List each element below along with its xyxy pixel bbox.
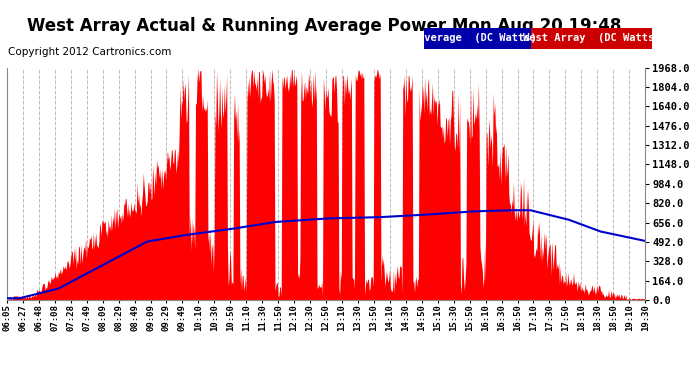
Text: Copyright 2012 Cartronics.com: Copyright 2012 Cartronics.com <box>8 47 172 57</box>
Text: Average  (DC Watts): Average (DC Watts) <box>418 33 538 44</box>
Text: West Array Actual & Running Average Power Mon Aug 20 19:48: West Array Actual & Running Average Powe… <box>27 17 622 35</box>
Text: West Array  (DC Watts): West Array (DC Watts) <box>523 33 660 44</box>
